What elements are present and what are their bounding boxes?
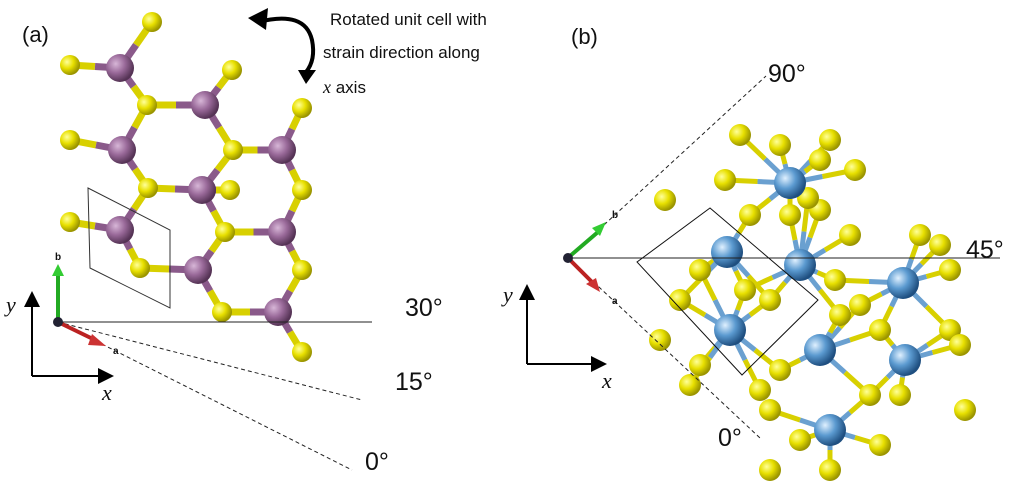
atom [188, 176, 216, 204]
panel-label: (b) [571, 24, 598, 49]
atom [106, 54, 134, 82]
atom [819, 459, 841, 481]
atom [849, 294, 871, 316]
atom [869, 319, 891, 341]
figure: (a) Rotated unit cell with strain direct… [0, 0, 1013, 497]
atom [829, 304, 851, 326]
atom [954, 399, 976, 421]
atom [714, 314, 746, 346]
atom [824, 269, 846, 291]
atom [268, 136, 296, 164]
atom [789, 429, 811, 451]
panel-a-guides [32, 8, 372, 470]
atom [844, 159, 866, 181]
atom [130, 258, 150, 278]
atom [223, 140, 243, 160]
lattice-b: b [55, 252, 61, 263]
atom [649, 329, 671, 351]
atom [138, 178, 158, 198]
bonds [70, 22, 960, 470]
atom [60, 55, 80, 75]
atom [268, 218, 296, 246]
axis-x: x [101, 380, 112, 405]
note-axis: x [322, 77, 331, 97]
atom [889, 384, 911, 406]
atom [654, 189, 676, 211]
angle: 90° [768, 60, 806, 88]
atom [804, 334, 836, 366]
angle: 0° [365, 448, 389, 476]
atom [774, 167, 806, 199]
atom [749, 379, 771, 401]
atom [292, 180, 312, 200]
panel-label: (a) [22, 22, 49, 47]
atom [184, 256, 212, 284]
note: strain direction along [323, 43, 480, 62]
atom [292, 342, 312, 362]
atom [711, 236, 743, 268]
atom [909, 224, 931, 246]
angle: 15° [395, 368, 433, 396]
atom [769, 134, 791, 156]
atom [814, 414, 846, 446]
atom [142, 12, 162, 32]
atom [759, 289, 781, 311]
atom [839, 224, 861, 246]
atom [769, 359, 791, 381]
atom [60, 212, 80, 232]
atom [191, 91, 219, 119]
atom [220, 180, 240, 200]
atom [714, 169, 736, 191]
atom [292, 98, 312, 118]
atom [108, 136, 136, 164]
atom [212, 302, 232, 322]
atom [784, 249, 816, 281]
atom [739, 204, 761, 226]
atom [137, 95, 157, 115]
lattice-a: a [612, 296, 618, 307]
atom [734, 279, 756, 301]
atom [809, 149, 831, 171]
axis-y: y [4, 292, 16, 317]
angle: 45° [966, 236, 1004, 264]
atom [929, 234, 951, 256]
atoms [60, 12, 976, 481]
atom [292, 260, 312, 280]
atom [887, 267, 919, 299]
atom [869, 434, 891, 456]
atom [106, 216, 134, 244]
atom [949, 334, 971, 356]
angle: 30° [405, 294, 443, 322]
angle: 0° [718, 424, 742, 452]
note-suffix: axis [331, 78, 366, 97]
axis-y: y [501, 282, 513, 307]
atom [779, 204, 801, 226]
axis-x: x [601, 368, 612, 393]
atom [819, 129, 841, 151]
lattice-b: b [612, 210, 618, 221]
note: x axis [322, 77, 366, 97]
atom [889, 344, 921, 376]
atom [759, 459, 781, 481]
atom [689, 259, 711, 281]
lattice-a: a [113, 346, 119, 357]
atom [679, 374, 701, 396]
atom [60, 130, 80, 150]
atom [689, 354, 711, 376]
atom [859, 384, 881, 406]
note: Rotated unit cell with [330, 10, 487, 29]
atom [222, 60, 242, 80]
atom [215, 222, 235, 242]
atom [939, 259, 961, 281]
atom [759, 399, 781, 421]
atom [729, 124, 751, 146]
